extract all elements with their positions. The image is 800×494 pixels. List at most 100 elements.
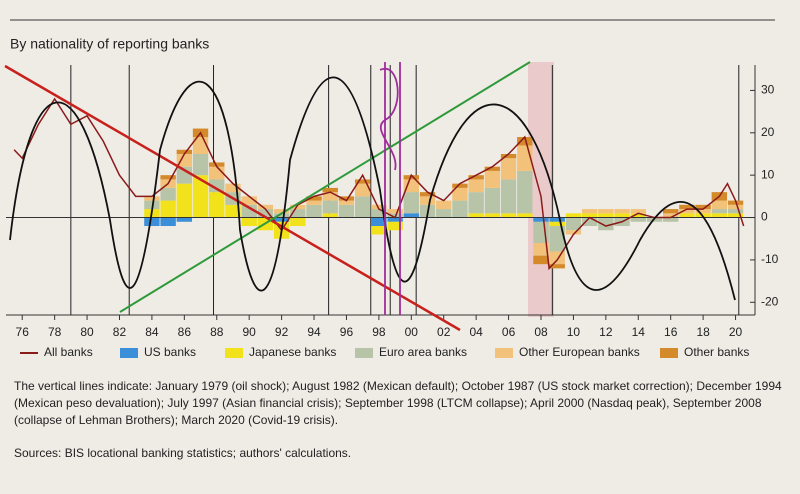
bar-segment: [452, 187, 468, 201]
bar-segment: [581, 217, 598, 227]
bar-segment: [533, 242, 549, 256]
bar-segment: [273, 217, 290, 222]
bar-segment: [581, 209, 598, 214]
chart-title: By nationality of reporting banks: [10, 36, 209, 52]
bar-segment: [533, 255, 549, 265]
bar-segment: [598, 217, 614, 231]
bar-segment: [662, 213, 679, 218]
x-tick-label: 90: [243, 325, 257, 339]
y-tick-label: 0: [761, 210, 768, 224]
bar-segment: [484, 187, 501, 214]
bar-segment: [176, 183, 193, 218]
bar-segment: [241, 217, 257, 227]
bar-segment: [533, 217, 549, 222]
bar-segment: [565, 230, 582, 235]
bar-segment: [549, 264, 565, 269]
plot-area: -20 -10 0 10 20 30 76 78 80 82 84 86 88 90 92 94 96 98 00 0…: [6, 65, 779, 339]
bar-segment: [387, 213, 403, 218]
bar-segment: [387, 221, 403, 231]
bar-segment: [387, 217, 403, 222]
bar-segment: [484, 170, 501, 188]
legend-label: US banks: [144, 345, 196, 359]
bar-segment: [549, 251, 565, 265]
bar-segment: [727, 213, 744, 218]
legend-swatch: [495, 348, 513, 358]
x-tick-label: 98: [372, 325, 386, 339]
bar-segment: [338, 204, 355, 218]
legend-label: Euro area banks: [379, 345, 467, 359]
bar-segment: [371, 204, 387, 210]
bar-segment: [452, 200, 468, 218]
bar-segment: [614, 209, 630, 214]
x-tick-label: 82: [113, 325, 127, 339]
bar-segment: [241, 196, 257, 205]
bar-segment: [630, 213, 646, 218]
bar-segment: [500, 158, 517, 180]
bar-segment: [419, 192, 436, 197]
bar-segment: [160, 175, 176, 180]
bar-segment: [371, 226, 387, 235]
bar-segment: [403, 192, 420, 214]
x-tick-label: 96: [340, 325, 354, 339]
bar-segment: [290, 217, 306, 227]
legend-label: Japanese banks: [249, 345, 336, 359]
bar-segment: [452, 183, 468, 188]
bar-segment: [517, 170, 533, 214]
bar-segment: [387, 209, 403, 214]
bar-segment: [581, 213, 598, 218]
pen-green-line: [119, 61, 531, 313]
x-tick-label: 02: [437, 325, 451, 339]
x-tick-label: 80: [80, 325, 94, 339]
x-tick-label: 04: [469, 325, 483, 339]
bar-segment: [144, 200, 160, 210]
x-tick-label: 08: [534, 325, 548, 339]
all-banks-line: [13, 97, 745, 271]
bar-segment: [500, 213, 517, 218]
bar-segment: [257, 209, 274, 218]
bar-segment: [209, 162, 225, 167]
bar-segment: [711, 209, 728, 214]
bar-segment: [176, 217, 193, 222]
bar-segment: [727, 204, 744, 210]
bar-segment: [160, 217, 176, 227]
legend-swatch: [225, 348, 243, 358]
bar-segment: [711, 213, 728, 218]
x-tick-label: 00: [405, 325, 419, 339]
pen-red-line: [4, 64, 461, 332]
bar-segment: [484, 166, 501, 171]
x-tick-label: 86: [178, 325, 192, 339]
x-tick-label: 16: [664, 325, 678, 339]
x-tick-label: 92: [275, 325, 289, 339]
bar-segment: [338, 200, 355, 205]
x-tick-label: 10: [567, 325, 581, 339]
y-tick-label: 10: [761, 167, 775, 181]
bar-segment: [630, 209, 646, 214]
bar-segment: [371, 209, 387, 218]
legend-swatch: [355, 348, 373, 358]
legend-label: Other European banks: [519, 345, 640, 359]
x-tick-label: 76: [16, 325, 30, 339]
bar-segment: [679, 213, 695, 218]
bar-segment: [306, 196, 322, 201]
bar-segment: [630, 217, 646, 222]
bar-segment: [176, 149, 193, 154]
x-tick-label: 20: [729, 325, 743, 339]
bar-segment: [160, 200, 176, 218]
bar-segment: [306, 204, 322, 218]
pen-annotations: [4, 61, 736, 332]
bar-segment: [306, 200, 322, 205]
bar-segment: [403, 175, 420, 180]
bar-segment: [598, 213, 614, 218]
bar-segment: [225, 204, 241, 218]
pen-purple-mark: [379, 62, 401, 315]
bar-segment: [484, 213, 501, 218]
bar-segment: [468, 175, 484, 180]
bar-segment: [371, 217, 387, 227]
bar-segment: [565, 217, 582, 231]
note: The vertical lines indicate: January 197…: [14, 379, 782, 427]
bar-segment: [403, 213, 420, 218]
bar-segment: [225, 183, 241, 193]
bar-segment: [565, 213, 582, 218]
bar-segment: [549, 226, 565, 252]
